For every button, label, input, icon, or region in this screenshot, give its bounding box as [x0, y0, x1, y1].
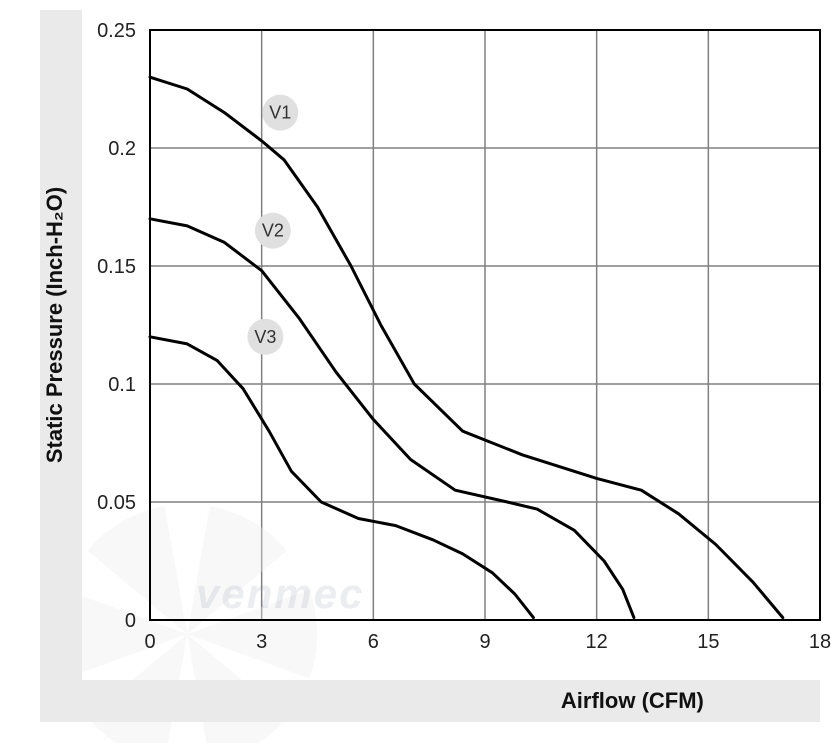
x-tick-label: 0 — [144, 631, 155, 653]
x-tick-label: 9 — [479, 631, 490, 653]
x-axis-label: Airflow (CFM) — [561, 688, 704, 713]
y-tick-label: 0.05 — [97, 492, 136, 514]
series-label: V2 — [262, 221, 284, 241]
x-tick-label: 6 — [368, 631, 379, 653]
x-tick-label: 12 — [586, 631, 608, 653]
series-label: V3 — [254, 327, 276, 347]
y-axis-label: Static Pressure (Inch-H₂O) — [42, 187, 67, 463]
chart-svg: venтeс 0 3 6 9 12 15 18 0 0.05 0.1 0.15 0.2 0.25 Stati… — [0, 0, 838, 743]
fan-curve-chart: venтeс 0 3 6 9 12 15 18 0 0.05 0.1 0.15 0.2 0.25 Stati… — [0, 0, 838, 743]
y-tick-label: 0 — [125, 610, 136, 632]
y-tick-label: 0.1 — [108, 374, 136, 396]
y-tick-label: 0.25 — [97, 20, 136, 42]
y-tick-label: 0.15 — [97, 256, 136, 278]
y-tick-label: 0.2 — [108, 138, 136, 160]
x-tick-label: 15 — [697, 631, 719, 653]
watermark-text: venтeс — [196, 570, 364, 617]
x-tick-label: 18 — [809, 631, 831, 653]
x-tick-label: 3 — [256, 631, 267, 653]
series-label: V1 — [269, 103, 291, 123]
